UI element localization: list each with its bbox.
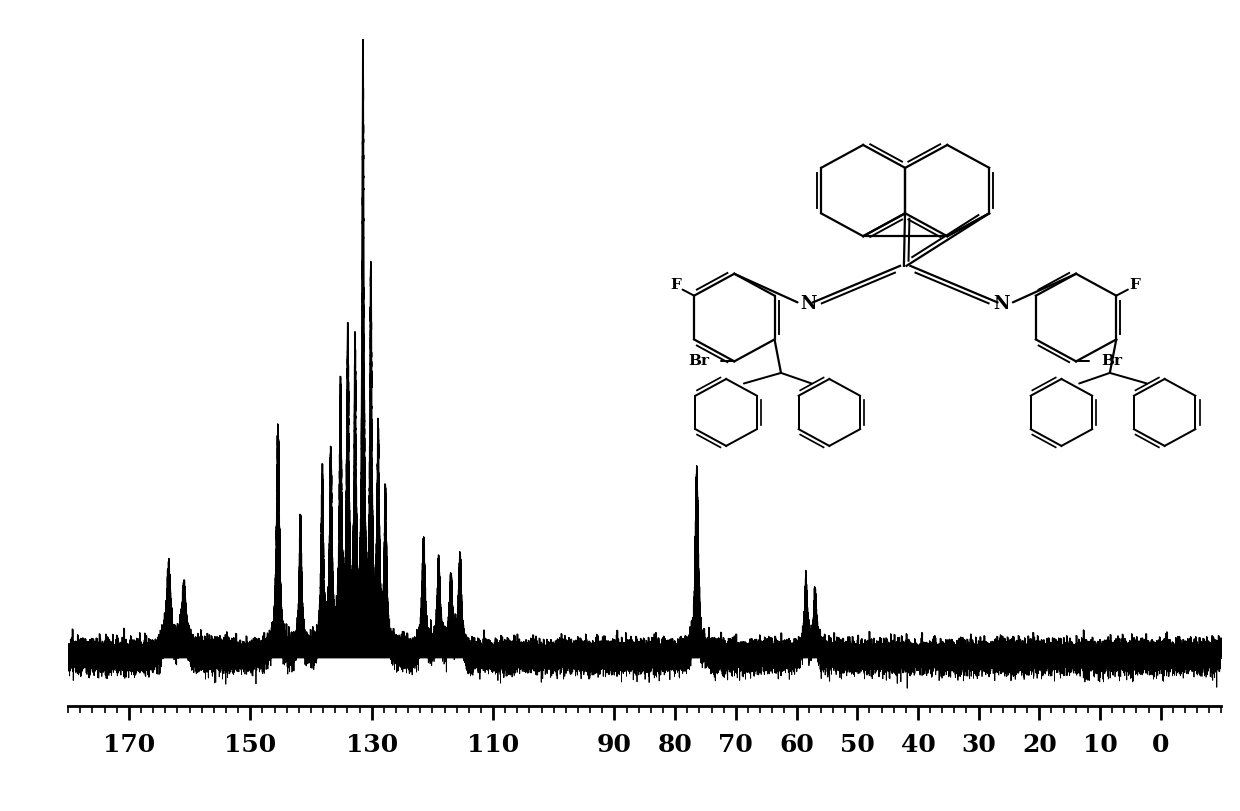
Text: Br: Br [1101, 354, 1122, 368]
Text: Br: Br [688, 354, 709, 368]
Text: N: N [993, 294, 1011, 312]
Text: N: N [800, 294, 817, 312]
Text: F: F [671, 277, 682, 292]
Text: F: F [1128, 277, 1140, 292]
